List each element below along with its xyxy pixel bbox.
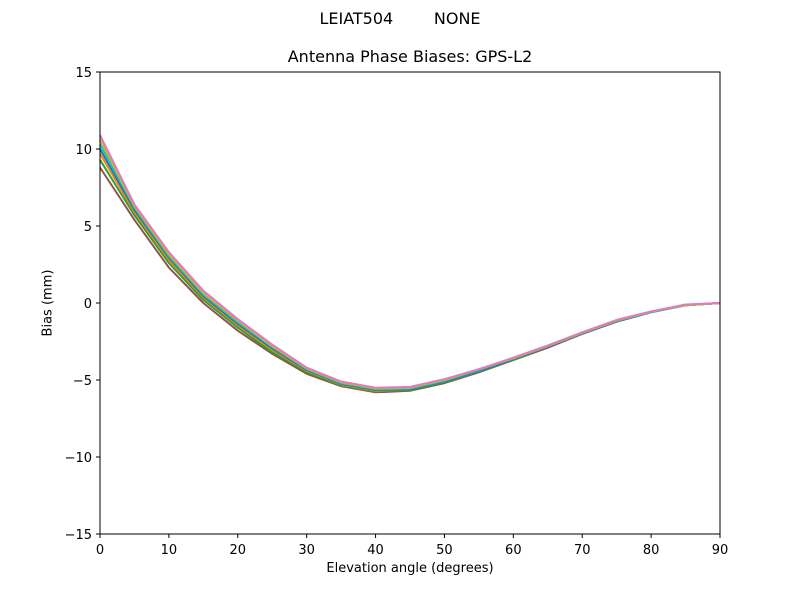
axes-frame <box>99 71 721 535</box>
y-tick-label: 15 <box>75 66 92 81</box>
series-line-2 <box>99 159 721 393</box>
x-tick-label: 70 <box>574 543 591 558</box>
series-line-5 <box>99 143 721 391</box>
y-tick-label: 0 <box>84 297 92 312</box>
x-axis-label: Elevation angle (degrees) <box>326 561 494 576</box>
x-tick-label: 60 <box>505 543 522 558</box>
x-tick-label: 80 <box>643 543 660 558</box>
series-line-4 <box>99 148 721 391</box>
x-tick-label: 30 <box>298 543 315 558</box>
figure-suptitle: LEIAT504 NONE <box>319 9 481 28</box>
x-axis-ticks: 0 10 20 30 40 50 60 70 80 90 <box>96 534 728 558</box>
data-lines <box>99 134 721 394</box>
series-line-7 <box>99 134 721 389</box>
series-line-3 <box>99 153 721 392</box>
y-tick-label: 5 <box>84 220 92 235</box>
y-axis-ticks: −15 −10 −5 0 5 10 15 <box>65 66 100 543</box>
x-tick-label: 50 <box>436 543 453 558</box>
y-tick-label: −5 <box>73 374 92 389</box>
y-tick-label: −15 <box>65 528 92 543</box>
x-tick-label: 20 <box>230 543 247 558</box>
series-line-6 <box>99 139 721 390</box>
y-tick-label: 10 <box>75 143 92 158</box>
x-tick-label: 0 <box>96 543 104 558</box>
chart-title: Antenna Phase Biases: GPS-L2 <box>287 47 533 66</box>
x-tick-label: 10 <box>161 543 178 558</box>
x-tick-label: 40 <box>367 543 384 558</box>
x-tick-label: 90 <box>712 543 729 558</box>
y-axis-label: Bias (mm) <box>40 269 56 337</box>
y-tick-label: −10 <box>65 451 92 466</box>
